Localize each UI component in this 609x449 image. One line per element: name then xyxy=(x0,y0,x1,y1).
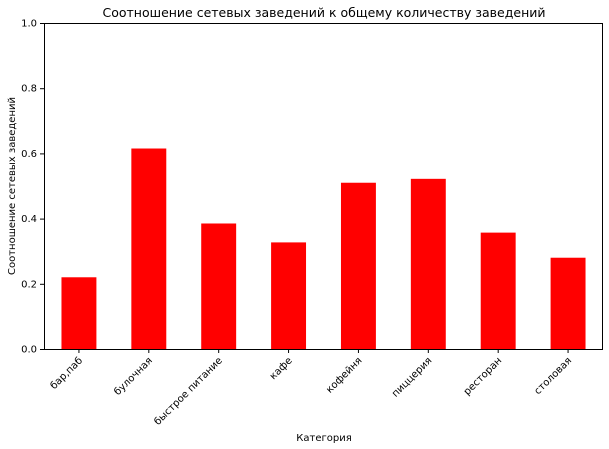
y-axis-label: Соотношение сетевых заведений xyxy=(7,97,18,275)
bar-3 xyxy=(271,242,307,349)
x-tick-label-5: пиццерия xyxy=(390,355,434,399)
bar-4 xyxy=(340,182,376,349)
bars-group xyxy=(61,148,586,349)
y-tick-label-2: 0.4 xyxy=(21,214,37,225)
x-tick-label-3: кафе xyxy=(268,355,295,382)
plot-frame xyxy=(44,23,603,350)
chart-title: Соотношение сетевых заведений к общему к… xyxy=(103,5,546,20)
y-tick-label-1: 0.2 xyxy=(21,279,37,290)
y-axis: 0.0 0.2 0.4 0.6 0.8 1.0 xyxy=(21,19,44,356)
x-tick-label-4: кофейня xyxy=(324,355,364,395)
y-tick-label-3: 0.6 xyxy=(21,149,37,160)
x-tick-label-7: столовая xyxy=(532,355,574,397)
bar-5 xyxy=(410,178,446,349)
y-tick-label-4: 0.8 xyxy=(21,84,37,95)
bar-7 xyxy=(550,257,586,349)
bar-1 xyxy=(131,148,167,349)
x-tick-label-6: ресторан xyxy=(462,355,504,397)
y-tick-label-5: 1.0 xyxy=(21,19,37,30)
x-axis-label: Категория xyxy=(296,433,351,444)
x-tick-label-1: булочная xyxy=(112,355,155,398)
x-tick-label-0: бар,паб xyxy=(49,355,86,392)
bar-0 xyxy=(61,277,97,349)
y-tick-label-0: 0.0 xyxy=(21,345,37,356)
bar-2 xyxy=(201,223,237,349)
bar-6 xyxy=(480,232,516,349)
x-tick-label-2: быстрое питание xyxy=(152,355,224,427)
